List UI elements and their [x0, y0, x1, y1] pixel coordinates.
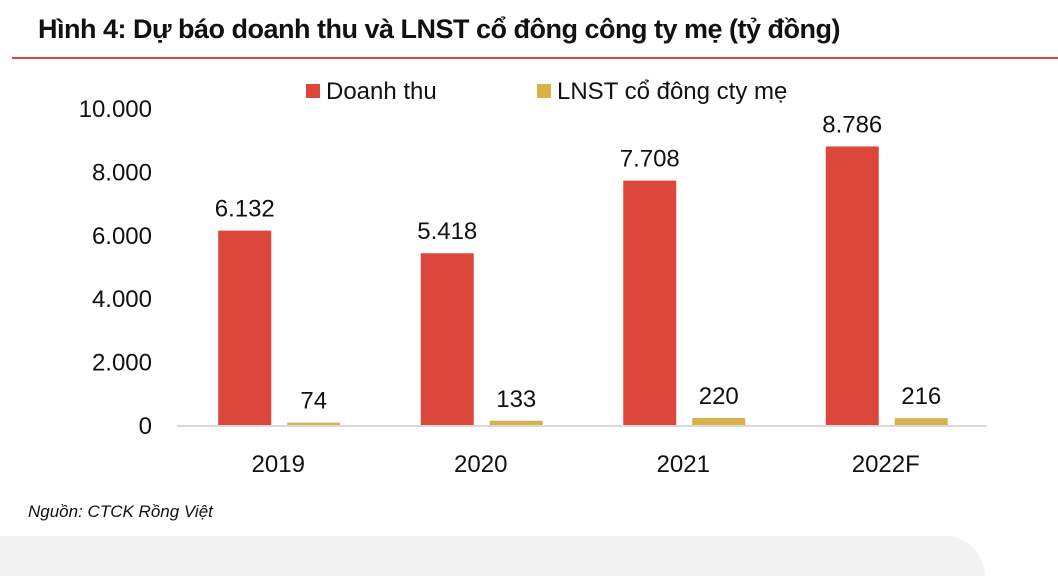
- data-label: 5.418: [417, 218, 477, 245]
- data-label: 220: [699, 383, 739, 410]
- footer-panel: [0, 536, 985, 576]
- legend-label: Doanh thu: [326, 78, 437, 105]
- bar-profit: [692, 418, 746, 425]
- legend-swatch: [306, 84, 320, 98]
- y-tick-label: 10.000: [79, 96, 152, 123]
- y-tick-label: 0: [139, 413, 152, 440]
- data-label: 216: [901, 383, 941, 410]
- data-label: 6.132: [215, 196, 275, 223]
- legend-swatch: [537, 84, 551, 98]
- x-tick-label: 2019: [252, 451, 305, 478]
- x-tick-label: 2020: [454, 451, 507, 478]
- chart-title: Hình 4: Dự báo doanh thu và LNST cổ đông…: [38, 14, 841, 44]
- title-divider: [12, 57, 1058, 59]
- data-label: 8.786: [822, 111, 882, 138]
- legend-label: LNST cổ đông cty mẹ: [557, 78, 787, 105]
- bar-revenue: [623, 180, 677, 425]
- y-tick-label: 2.000: [92, 350, 152, 377]
- bar-revenue: [218, 230, 272, 425]
- x-tick-label: 2022F: [852, 451, 920, 478]
- bar-profit: [287, 422, 341, 425]
- data-label: 74: [300, 388, 327, 415]
- bar-chart: 0 2.000 4.000 6.000 8.000 10.000 2019 6.132 74 20…: [79, 78, 987, 478]
- source-note: Nguồn: CTCK Rồng Việt: [28, 502, 213, 521]
- x-tick-label: 2021: [657, 451, 710, 478]
- y-tick-label: 4.000: [92, 286, 152, 313]
- data-label: 133: [496, 386, 536, 413]
- bar-profit: [894, 418, 948, 425]
- data-label: 7.708: [620, 146, 680, 173]
- bar-revenue: [825, 146, 879, 425]
- bar-revenue: [420, 253, 474, 425]
- y-tick-label: 6.000: [92, 223, 152, 250]
- y-tick-label: 8.000: [92, 159, 152, 186]
- bar-profit: [489, 420, 543, 425]
